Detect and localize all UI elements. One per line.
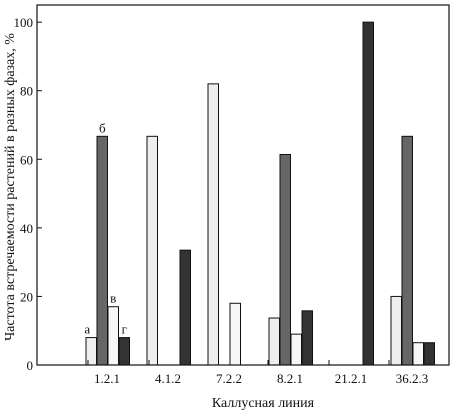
y-tick-label: 100	[14, 15, 34, 30]
bar-4.1.2-series-4	[179, 249, 191, 366]
x-tick-label: 36.2.3	[396, 371, 429, 386]
y-axis-label: Частота встречаемости растений в разных …	[3, 33, 18, 341]
bar-36.2.3-series-3	[412, 342, 424, 366]
bar-36.2.3-series-1	[390, 295, 402, 366]
bar-7.2.2-series-1	[207, 83, 219, 366]
x-tick-label: 21.2.1	[335, 371, 368, 386]
bar-1.2.1-series-2	[96, 135, 108, 366]
bar-7.2.2-series-3	[229, 302, 241, 366]
bar-label: в	[110, 291, 116, 306]
x-tick-label: 8.2.1	[277, 371, 303, 386]
bar-1.2.1-series-4	[118, 337, 130, 366]
bar-label: а	[84, 322, 90, 337]
bar-8.2.1-series-2	[279, 153, 291, 366]
y-tick-label: 80	[20, 84, 33, 99]
bar-8.2.1-series-3	[290, 333, 302, 366]
bar-21.2.1-series-4	[362, 21, 374, 366]
bar-36.2.3-series-4	[423, 342, 435, 366]
y-tick-label: 40	[20, 221, 33, 236]
bar-36.2.3-series-2	[401, 135, 413, 366]
x-tick-label: 7.2.2	[216, 371, 242, 386]
bar-1.2.1-series-3	[107, 306, 119, 366]
bar-4.1.2-series-1	[146, 135, 158, 366]
bar-8.2.1-series-4	[301, 310, 313, 366]
y-tick-label: 60	[20, 152, 33, 167]
x-axis-label: Каллусная линия	[212, 396, 315, 411]
x-axis-ticks: 1.2.1 4.1.2 7.2.2 8.2.1 21.2.1 36.2.3	[87, 360, 429, 386]
bars-layer	[85, 21, 435, 366]
y-axis-ticks: 0 20 40 60 80 100	[14, 15, 42, 373]
bar-labels-layer: а б в г	[84, 120, 127, 336]
bar-label: б	[99, 120, 106, 135]
bar-8.2.1-series-1	[268, 317, 280, 366]
y-tick-label: 20	[20, 289, 33, 304]
bar-label: г	[122, 322, 127, 337]
x-tick-label: 4.1.2	[155, 371, 181, 386]
x-tick-label: 1.2.1	[94, 371, 120, 386]
y-tick-label: 0	[27, 358, 34, 373]
plot-frame	[36, 4, 450, 366]
